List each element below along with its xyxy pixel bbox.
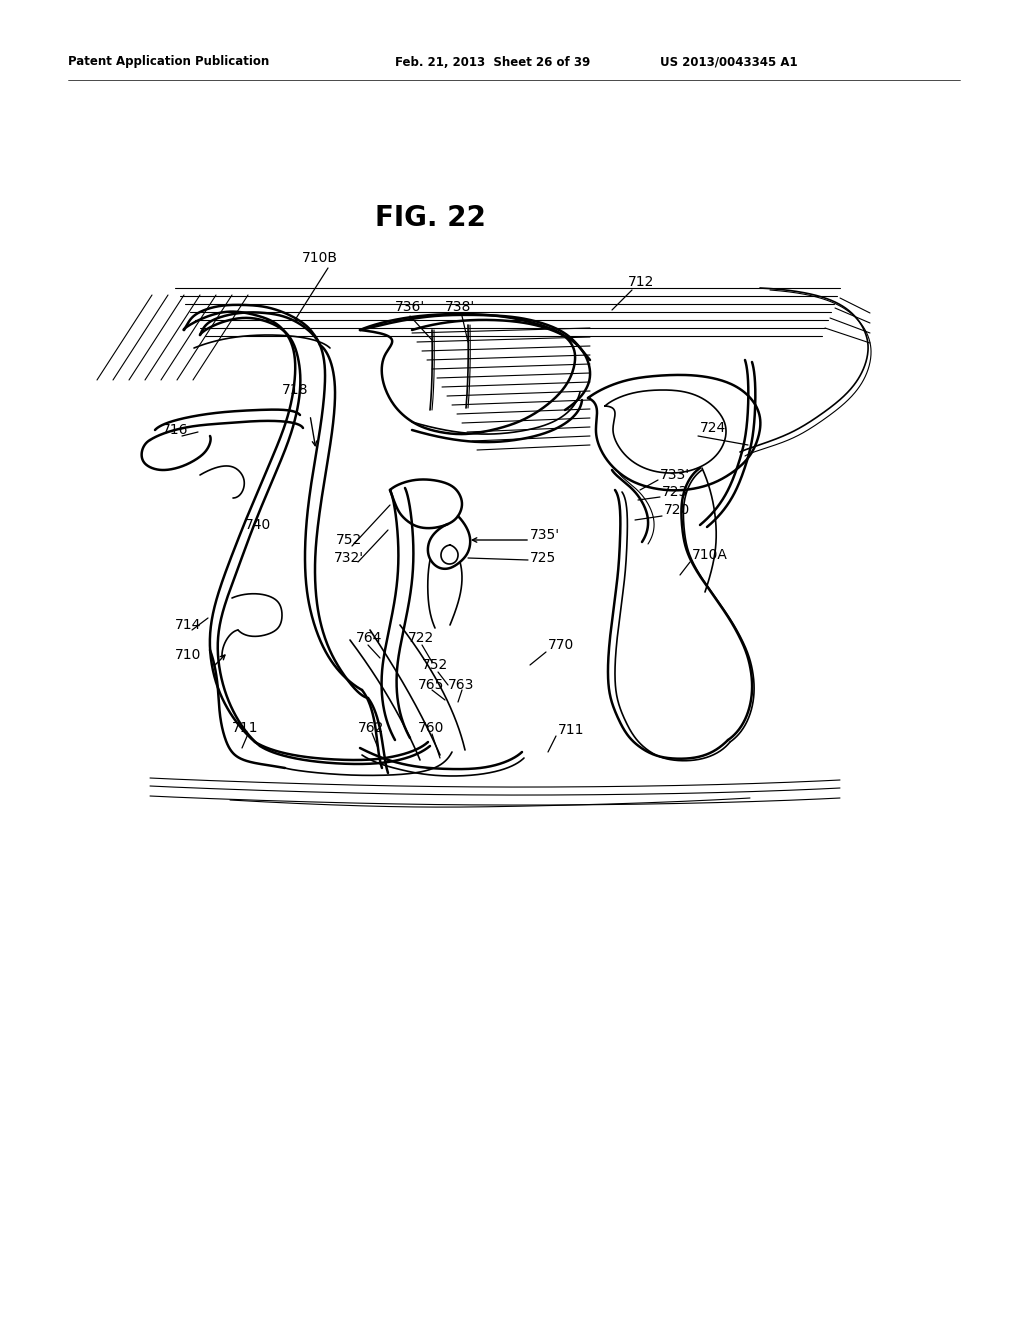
Text: 764: 764 — [356, 631, 382, 645]
Text: FIG. 22: FIG. 22 — [375, 205, 485, 232]
Text: 763: 763 — [449, 678, 474, 692]
Text: 710A: 710A — [692, 548, 728, 562]
Text: 725: 725 — [530, 550, 556, 565]
Text: 752: 752 — [422, 657, 449, 672]
Text: 738': 738' — [445, 300, 475, 314]
Text: Feb. 21, 2013  Sheet 26 of 39: Feb. 21, 2013 Sheet 26 of 39 — [395, 55, 590, 69]
Text: 732': 732' — [334, 550, 365, 565]
Text: 718: 718 — [282, 383, 308, 397]
Text: 723: 723 — [662, 484, 688, 499]
Text: 711: 711 — [558, 723, 585, 737]
Text: 760: 760 — [418, 721, 444, 735]
Text: 722: 722 — [408, 631, 434, 645]
Text: 740: 740 — [245, 517, 271, 532]
Text: 735': 735' — [530, 528, 560, 543]
Text: 770: 770 — [548, 638, 574, 652]
Text: 710: 710 — [175, 648, 202, 663]
Text: 720: 720 — [664, 503, 690, 517]
Text: 712: 712 — [628, 275, 654, 289]
Text: 711: 711 — [232, 721, 258, 735]
Text: Patent Application Publication: Patent Application Publication — [68, 55, 269, 69]
Text: 710B: 710B — [302, 251, 338, 265]
Text: US 2013/0043345 A1: US 2013/0043345 A1 — [660, 55, 798, 69]
Text: 736': 736' — [395, 300, 425, 314]
Text: 733': 733' — [660, 469, 690, 482]
Text: 752: 752 — [336, 533, 362, 546]
Text: 765: 765 — [418, 678, 444, 692]
Text: 716: 716 — [162, 422, 188, 437]
Text: 714: 714 — [175, 618, 202, 632]
Text: 724: 724 — [700, 421, 726, 436]
Text: 762: 762 — [358, 721, 384, 735]
